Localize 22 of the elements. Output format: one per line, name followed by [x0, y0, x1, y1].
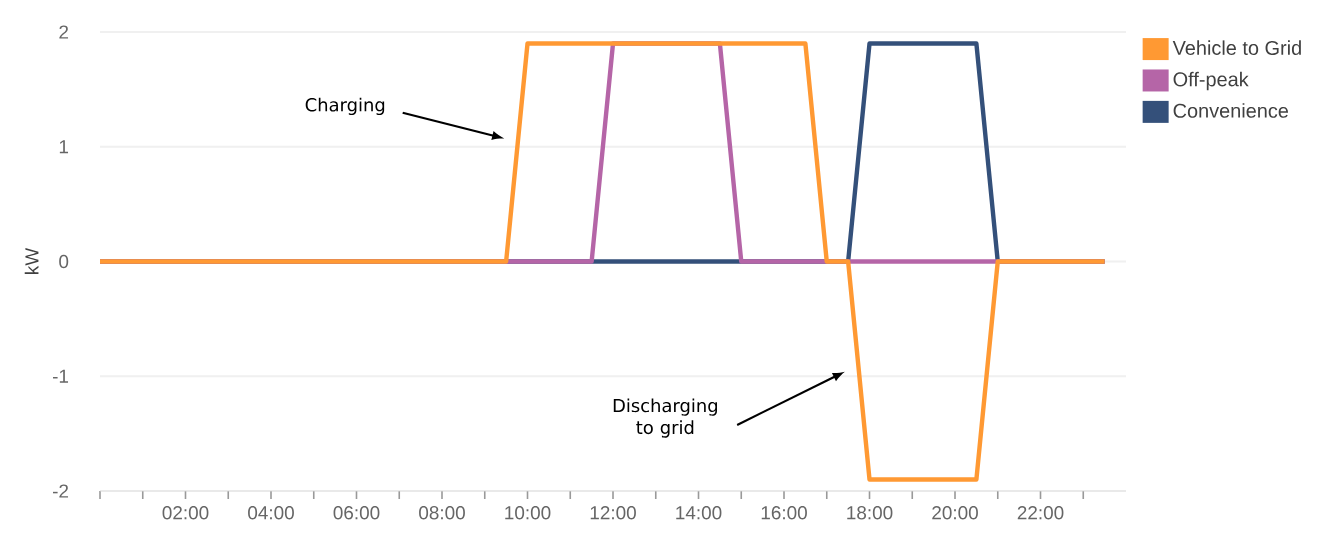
x-tick-label: 18:00 — [847, 506, 893, 520]
x-tick-label: 20:00 — [932, 506, 978, 520]
y-tick-label: -2 — [52, 484, 69, 498]
x-tick-label: 22:00 — [1017, 506, 1064, 520]
legend-label: Off-peak — [1173, 71, 1249, 91]
x-tick-label: 10:00 — [505, 506, 551, 520]
x-tick-label: 04:00 — [248, 506, 294, 520]
y-tick-label: 0 — [59, 254, 69, 269]
legend-label: Convenience — [1173, 103, 1289, 118]
y-axis-title: kW — [24, 247, 39, 274]
y-tick-label: -1 — [52, 369, 69, 383]
x-tick-label: 06:00 — [333, 506, 380, 520]
annotation: Charging — [305, 97, 385, 116]
x-tick-label: 16:00 — [761, 506, 807, 520]
annotation: Discharging to grid — [613, 398, 717, 438]
x-tick-label: 08:00 — [419, 506, 465, 520]
x-tick-label: 02:00 — [162, 506, 209, 520]
legend-label: Vehicle to Grid — [1172, 40, 1301, 55]
y-tick-label: 2 — [59, 25, 69, 39]
x-tick-label: 12:00 — [590, 506, 636, 520]
y-tick-label: 1 — [59, 140, 69, 154]
x-tick-label: 14:00 — [676, 506, 722, 520]
